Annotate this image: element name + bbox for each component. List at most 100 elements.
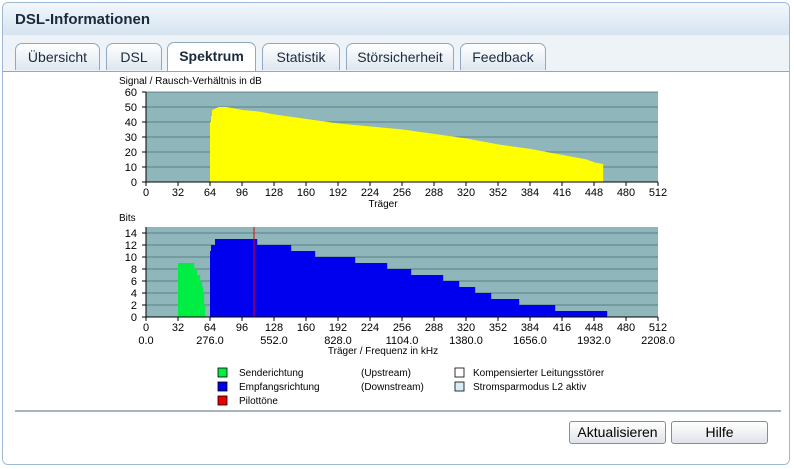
bits-bar-downstream bbox=[437, 275, 439, 317]
bits-bar-downstream bbox=[266, 245, 268, 317]
snr-x-tick-label: 352 bbox=[489, 187, 507, 199]
snr-bar-snr bbox=[314, 120, 316, 182]
bits-bar-downstream bbox=[483, 293, 485, 317]
bits-bar-downstream bbox=[370, 263, 372, 317]
bits-bar-downstream bbox=[573, 311, 575, 317]
snr-x-tick-label: 288 bbox=[425, 187, 443, 199]
snr-bar-snr bbox=[531, 149, 533, 182]
bits-bar-downstream bbox=[252, 239, 254, 317]
snr-bar-snr bbox=[473, 139, 475, 182]
snr-bar-snr bbox=[258, 111, 260, 182]
snr-bar-snr bbox=[264, 112, 266, 182]
bits-bar-downstream bbox=[428, 275, 430, 317]
snr-bar-snr bbox=[304, 118, 306, 182]
bits-bar-upstream bbox=[195, 269, 197, 317]
snr-bar-snr bbox=[420, 132, 422, 182]
bits-bar-downstream bbox=[518, 299, 520, 317]
bits-bar-downstream bbox=[325, 257, 327, 317]
bits-bar-upstream bbox=[186, 263, 188, 317]
snr-bar-snr bbox=[376, 127, 378, 182]
snr-bar-snr bbox=[588, 160, 590, 182]
snr-bar-snr bbox=[561, 154, 563, 182]
tab-feedback[interactable]: Feedback bbox=[460, 43, 546, 70]
bits-bar-downstream bbox=[575, 311, 577, 317]
bits-bar-downstream bbox=[524, 305, 526, 317]
bits-bar-downstream bbox=[406, 269, 408, 317]
bits-bar-downstream bbox=[405, 269, 407, 317]
bits-bar-downstream bbox=[459, 287, 461, 317]
bits-bar-downstream bbox=[311, 251, 313, 317]
bits-bar-downstream bbox=[394, 269, 396, 317]
bits-bar-downstream bbox=[581, 311, 583, 317]
bits-bar-downstream bbox=[283, 245, 285, 317]
snr-bar-snr bbox=[383, 127, 385, 182]
tab-uebersicht[interactable]: Übersicht bbox=[15, 43, 100, 70]
bits-bar-downstream bbox=[308, 251, 310, 317]
bits-khz-tick-label: 828.0 bbox=[324, 335, 352, 347]
snr-bar-snr bbox=[447, 135, 449, 182]
snr-bar-snr bbox=[362, 125, 364, 182]
snr-bar-snr bbox=[392, 128, 394, 182]
snr-bar-snr bbox=[211, 116, 213, 182]
snr-bar-snr bbox=[454, 136, 456, 182]
bits-bar-upstream bbox=[202, 287, 204, 317]
tab-statistik[interactable]: Statistik bbox=[262, 43, 340, 70]
tab-stoersicherheit[interactable]: Störsicherheit bbox=[346, 43, 454, 70]
snr-bar-snr bbox=[401, 129, 403, 182]
snr-bar-snr bbox=[360, 125, 362, 182]
snr-bar-snr bbox=[599, 163, 601, 182]
snr-bar-snr bbox=[338, 123, 340, 182]
bits-bar-downstream bbox=[333, 257, 335, 317]
bits-bar-downstream bbox=[369, 263, 371, 317]
bits-bar-downstream bbox=[470, 287, 472, 317]
snr-bar-snr bbox=[342, 123, 344, 182]
snr-bar-snr bbox=[554, 153, 556, 182]
snr-bar-snr bbox=[480, 141, 482, 182]
snr-bar-snr bbox=[412, 130, 414, 182]
bits-bar-downstream bbox=[535, 305, 537, 317]
bits-bar-downstream bbox=[371, 263, 373, 317]
snr-bar-snr bbox=[501, 144, 503, 182]
bits-bar-downstream bbox=[563, 311, 565, 317]
bits-bar-downstream bbox=[572, 311, 574, 317]
snr-bar-snr bbox=[565, 155, 567, 182]
snr-bar-snr bbox=[235, 108, 237, 182]
bits-bar-downstream bbox=[385, 263, 387, 317]
snr-bar-snr bbox=[474, 140, 476, 182]
bits-bar-downstream bbox=[219, 239, 221, 317]
bits-bar-upstream bbox=[197, 275, 199, 317]
bits-bar-upstream bbox=[191, 263, 193, 317]
snr-bar-snr bbox=[262, 112, 264, 182]
snr-bar-snr bbox=[214, 109, 216, 182]
tab-spektrum[interactable]: Spektrum bbox=[167, 42, 256, 71]
snr-bar-snr bbox=[337, 123, 339, 182]
snr-bar-snr bbox=[291, 116, 293, 182]
snr-bar-snr bbox=[287, 116, 289, 182]
bits-bar-downstream bbox=[373, 263, 375, 317]
snr-bar-snr bbox=[385, 127, 387, 182]
snr-bar-snr bbox=[602, 164, 604, 182]
snr-bar-snr bbox=[528, 148, 530, 182]
refresh-button[interactable]: Aktualisieren bbox=[569, 421, 666, 444]
tab-dsl[interactable]: DSL bbox=[106, 43, 162, 70]
bits-bar-downstream bbox=[339, 257, 341, 317]
bits-bar-downstream bbox=[368, 263, 370, 317]
bits-bar-downstream bbox=[388, 269, 390, 317]
snr-bar-snr bbox=[499, 144, 501, 182]
snr-bar-snr bbox=[301, 118, 303, 182]
bits-bar-downstream bbox=[324, 257, 326, 317]
snr-x-tick-label: 128 bbox=[265, 187, 283, 199]
bits-bar-downstream bbox=[493, 299, 495, 317]
bits-bar-downstream bbox=[474, 287, 476, 317]
snr-bar-snr bbox=[242, 110, 244, 182]
bits-khz-tick-label: 2208.0 bbox=[641, 335, 675, 347]
bits-khz-tick-label: 1932.0 bbox=[577, 335, 611, 347]
help-button[interactable]: Hilfe bbox=[671, 421, 768, 444]
bits-bar-upstream bbox=[183, 263, 185, 317]
bits-bar-upstream bbox=[204, 305, 206, 317]
snr-bar-snr bbox=[443, 135, 445, 182]
bits-bar-downstream bbox=[512, 299, 514, 317]
bits-bar-downstream bbox=[546, 305, 548, 317]
snr-bar-snr bbox=[323, 121, 325, 182]
snr-bar-snr bbox=[496, 144, 498, 182]
